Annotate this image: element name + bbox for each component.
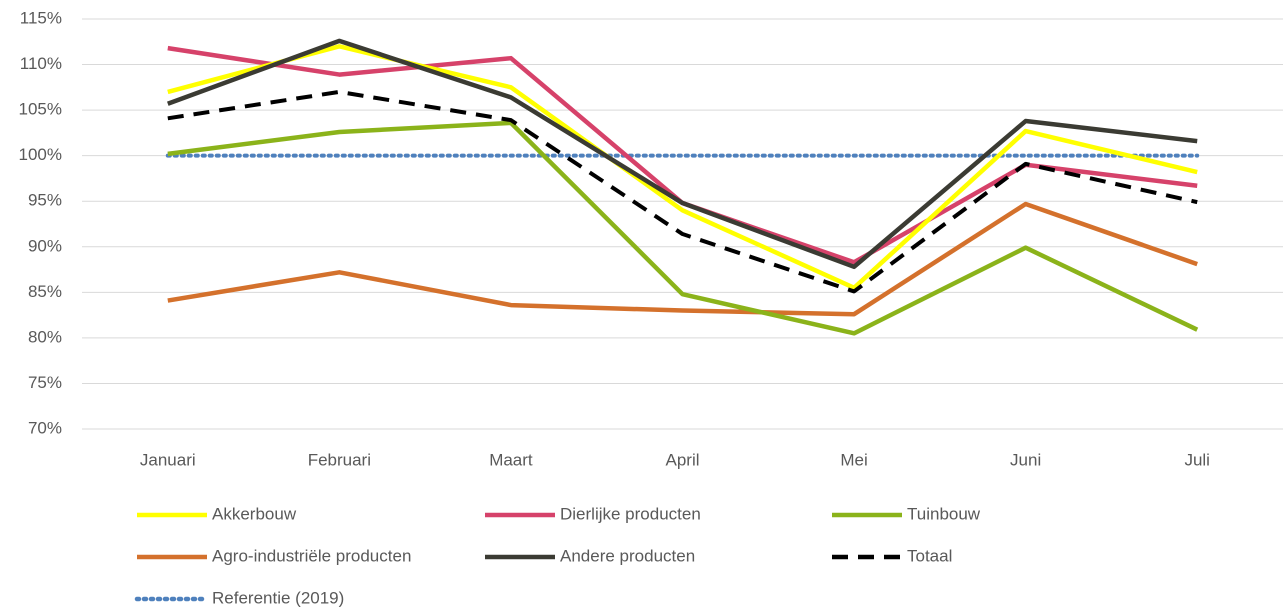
y-tick-label: 80% bbox=[28, 327, 62, 346]
x-tick-label: Februari bbox=[308, 450, 371, 469]
legend-label: Akkerbouw bbox=[212, 504, 297, 523]
x-tick-label: April bbox=[665, 450, 699, 469]
legend-label: Andere producten bbox=[560, 546, 695, 565]
legend-label: Totaal bbox=[907, 546, 952, 565]
series-line bbox=[167, 120, 1199, 336]
y-tick-label: 75% bbox=[28, 373, 62, 392]
x-tick-label: Maart bbox=[489, 450, 533, 469]
x-tick-label: Januari bbox=[140, 450, 196, 469]
y-tick-label: 115% bbox=[20, 8, 62, 27]
series-line bbox=[167, 89, 1198, 294]
y-tick-label: 85% bbox=[28, 282, 62, 301]
legend-label: Agro-industriële producten bbox=[212, 546, 411, 565]
y-tick-label: 100% bbox=[19, 145, 62, 164]
x-tick-label: Mei bbox=[840, 450, 867, 469]
series-line bbox=[167, 44, 1198, 291]
y-tick-label: 110% bbox=[20, 54, 62, 73]
legend-label: Dierlijke producten bbox=[560, 504, 701, 523]
legend-label: Referentie (2019) bbox=[212, 588, 344, 607]
series-line bbox=[167, 38, 1198, 270]
x-tick-label: Juni bbox=[1010, 450, 1041, 469]
y-tick-label: 70% bbox=[28, 418, 62, 437]
legend-label: Tuinbouw bbox=[907, 504, 981, 523]
series-line bbox=[167, 201, 1198, 317]
y-tick-label: 95% bbox=[28, 191, 62, 210]
y-tick-label: 90% bbox=[28, 236, 62, 255]
y-tick-label: 105% bbox=[19, 100, 62, 119]
x-tick-label: Juli bbox=[1184, 450, 1210, 469]
